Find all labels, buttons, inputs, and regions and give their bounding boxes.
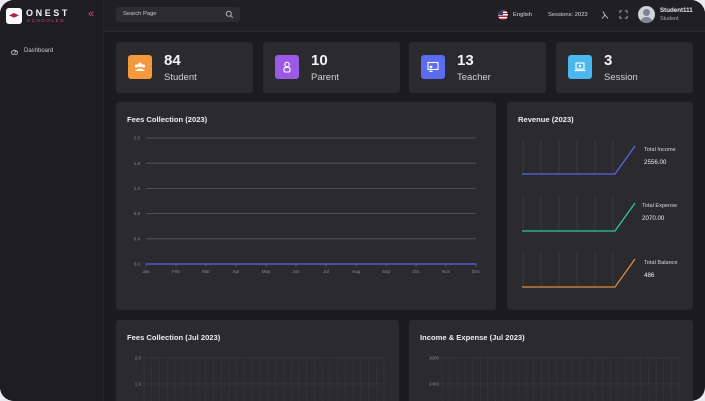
user-role: Student	[660, 16, 679, 22]
data-point	[145, 263, 147, 265]
card-title: Fees Collection (2023)	[127, 115, 208, 124]
fullscreen-icon[interactable]	[619, 10, 628, 19]
balance-sparkline	[522, 253, 636, 288]
income-sparkline	[522, 140, 636, 175]
x-tick-label: Jun	[292, 269, 300, 274]
y-tick-label: 1.2	[134, 186, 141, 191]
data-point	[205, 263, 207, 265]
x-tick-label: Apr	[232, 269, 240, 274]
user-name[interactable]: Student111	[660, 7, 693, 14]
avatar[interactable]	[638, 6, 655, 23]
student-group-icon	[128, 55, 152, 79]
data-point	[325, 263, 327, 265]
brand-logo[interactable]: ONEST SCHOOLED	[6, 7, 96, 25]
stat-value: 84	[164, 52, 181, 69]
y-tick-label: 0.8	[134, 211, 141, 216]
sidebar-item-dashboard[interactable]: Dashboard	[10, 46, 53, 56]
sidebar-item-label: Dashboard	[24, 48, 54, 54]
x-tick-label: Mar	[202, 269, 210, 274]
logo-mark	[6, 8, 22, 24]
y-tick-label: 2.0	[135, 356, 142, 361]
y-tick-label: 0.0	[134, 262, 141, 267]
language-label: English	[513, 12, 533, 18]
y-tick-label: 1.6	[134, 161, 141, 166]
data-point	[415, 263, 417, 265]
card-title: Income & Expense (Jul 2023)	[420, 333, 525, 342]
revenue-label: Total Income	[644, 147, 676, 153]
stat-value: 3	[604, 52, 613, 69]
top-bar: Search Page English Sessions: 2023 Stude…	[104, 0, 705, 32]
x-tick-label: Feb	[172, 269, 180, 274]
search-icon[interactable]	[225, 10, 234, 19]
expense-sparkline	[522, 197, 636, 232]
fees-month-chart: 2.0 1.6	[135, 356, 385, 401]
data-point	[235, 263, 237, 265]
y-tick-label: 2400	[429, 382, 440, 387]
x-tick-label: Aug	[352, 269, 361, 274]
income-expense-chart: 3000 2400	[429, 356, 680, 401]
revenue-value: 2556.00	[644, 159, 667, 166]
x-tick-label: Dec	[472, 269, 481, 274]
double-chevron-left-icon[interactable]: «	[88, 8, 95, 20]
income-expense-card: Income & Expense (Jul 2023) 3000 2400	[409, 320, 693, 401]
stat-card-student[interactable]: 84 Student	[116, 42, 253, 93]
search-input[interactable]: Search Page	[116, 7, 240, 22]
y-tick-label: 2.0	[134, 136, 141, 141]
session-laptop-icon	[568, 55, 592, 79]
teacher-board-icon	[421, 55, 445, 79]
revenue-label: Total Balance	[644, 260, 678, 266]
revenue-value: 486	[644, 272, 655, 279]
data-point	[355, 263, 357, 265]
fees-collection-month-card: Fees Collection (Jul 2023) 2.0 1.6	[116, 320, 399, 401]
revenue-label: Total Expense	[642, 203, 678, 209]
revenue-card: Revenue (2023) Total Income 2556.00 Tota…	[507, 102, 693, 310]
us-flag-icon	[498, 10, 508, 20]
x-tick-label: May	[262, 269, 271, 274]
brand-name: ONEST	[26, 8, 71, 18]
stat-label: Parent	[311, 72, 339, 83]
dashboard-gauge-icon	[10, 49, 19, 55]
sidebar: ONEST SCHOOLED « Dashboard	[0, 0, 104, 401]
x-tick-label: Jul	[323, 269, 329, 274]
stat-label: Session	[604, 72, 638, 83]
y-tick-label: 1.6	[135, 382, 142, 387]
stat-card-teacher[interactable]: 13 Teacher	[409, 42, 546, 93]
x-tick-label: Oct	[412, 269, 420, 274]
stat-label: Teacher	[457, 72, 491, 83]
data-point	[265, 263, 267, 265]
session-selector[interactable]: Sessions: 2023	[548, 12, 588, 18]
theme-toggle-icon[interactable]	[600, 10, 610, 20]
data-point	[445, 263, 447, 265]
stat-card-parent[interactable]: 10 Parent	[263, 42, 400, 93]
y-tick-label: 0.4	[134, 236, 141, 241]
data-point	[295, 263, 297, 265]
language-selector[interactable]: English	[498, 10, 532, 20]
x-tick-label: Sep	[382, 269, 391, 274]
card-title: Fees Collection (Jul 2023)	[127, 333, 221, 342]
stat-value: 10	[311, 52, 328, 69]
revenue-value: 2070.00	[642, 215, 665, 222]
fees-collection-year-card: Fees Collection (2023) 0.0 0.4 0.8 1.2 1.6 2.…	[116, 102, 496, 310]
stat-value: 13	[457, 52, 474, 69]
x-tick-label: Nov	[442, 269, 451, 274]
parent-icon	[275, 55, 299, 79]
brand-sub: SCHOOLED	[27, 18, 66, 23]
x-tick-label: Jan	[142, 269, 150, 274]
data-point	[175, 263, 177, 265]
card-title: Revenue (2023)	[518, 115, 574, 124]
search-placeholder: Search Page	[123, 11, 157, 17]
data-point	[475, 263, 477, 265]
fees-year-chart: 0.0 0.4 0.8 1.2 1.6 2.0 Jan Feb Mar Apr May Jun Jul A…	[134, 136, 481, 274]
y-tick-label: 3000	[429, 356, 440, 361]
data-point	[385, 263, 387, 265]
stat-label: Student	[164, 72, 197, 83]
stat-card-session[interactable]: 3 Session	[556, 42, 693, 93]
